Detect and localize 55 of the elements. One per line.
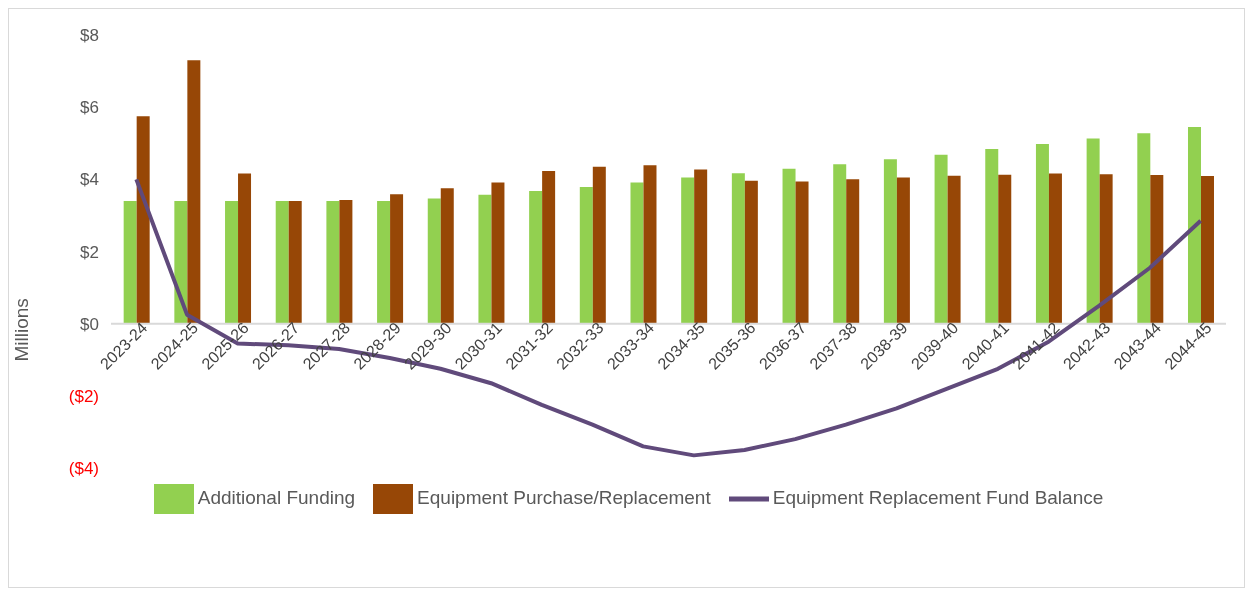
- bar: [174, 200, 188, 324]
- bar: [478, 194, 492, 324]
- bar: [782, 168, 796, 324]
- bar: [440, 188, 454, 324]
- legend-label: Additional Funding: [197, 487, 356, 509]
- bar: [1099, 174, 1113, 324]
- bar: [238, 173, 252, 324]
- bar: [833, 164, 847, 324]
- bar: [731, 173, 745, 324]
- bar: [1187, 127, 1201, 324]
- bar: [377, 200, 391, 324]
- bar: [846, 179, 860, 324]
- bar: [491, 182, 505, 324]
- y-tick-label: $2: [80, 242, 99, 262]
- bar: [288, 200, 302, 324]
- bar: [326, 200, 340, 324]
- bar: [1048, 173, 1062, 324]
- bar: [275, 200, 289, 324]
- bar: [187, 60, 201, 324]
- bar: [136, 116, 150, 324]
- bar: [896, 177, 910, 324]
- y-tick-label: $0: [80, 314, 99, 334]
- bar: [681, 177, 695, 324]
- bar: [947, 175, 961, 324]
- bar: [123, 200, 137, 324]
- legend-label: Equipment Replacement Fund Balance: [772, 487, 1104, 509]
- y-tick-label: $4: [80, 170, 99, 190]
- bar: [390, 194, 404, 324]
- bar: [883, 159, 897, 324]
- bar: [529, 190, 543, 324]
- legend-label: Equipment Purchase/Replacement: [417, 487, 711, 509]
- bar: [1150, 175, 1164, 324]
- bar: [225, 200, 239, 324]
- bar: [744, 180, 758, 324]
- bar: [934, 154, 948, 324]
- y-axis-title: Millions: [10, 298, 32, 362]
- bar: [542, 171, 556, 324]
- bar: [694, 169, 708, 324]
- bar: [643, 165, 657, 324]
- y-tick-label: ($2): [68, 386, 99, 406]
- bar: [985, 149, 999, 324]
- bar: [1137, 133, 1151, 324]
- bar: [339, 199, 353, 324]
- y-tick-label: $6: [80, 98, 99, 118]
- y-tick-label: ($4): [68, 459, 99, 478]
- bar: [1086, 138, 1100, 324]
- bar: [1200, 176, 1214, 324]
- bar: [630, 182, 644, 324]
- bar: [998, 174, 1012, 324]
- bar: [592, 166, 606, 324]
- bar: [427, 198, 441, 324]
- bar: [1035, 143, 1049, 324]
- y-tick-label: $8: [80, 26, 99, 45]
- bar: [579, 186, 593, 324]
- bar: [795, 181, 809, 324]
